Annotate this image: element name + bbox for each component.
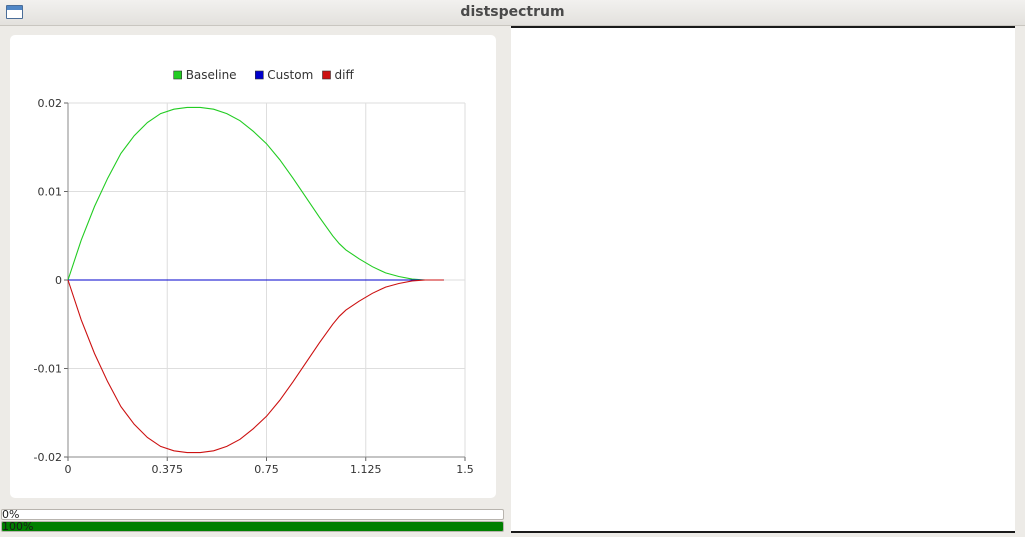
x-tick-label: 1.5 xyxy=(456,463,474,476)
x-tick-label: 0 xyxy=(65,463,72,476)
x-tick-label: 1.125 xyxy=(350,463,382,476)
title-bar[interactable]: distspectrum xyxy=(0,0,1025,26)
line-chart: 0 0.375 0.75 1.125 1.5 0.02 0.01 0 -0.01 -0.02 Bas… xyxy=(34,68,474,476)
window-icon[interactable] xyxy=(6,5,23,19)
y-tick-label: 0.02 xyxy=(38,97,63,110)
progress-label-1: 0% xyxy=(2,509,20,520)
y-tick-label: -0.01 xyxy=(34,363,62,376)
x-tick-label: 0.75 xyxy=(254,463,279,476)
y-tick-label: 0.01 xyxy=(38,186,63,199)
legend-label: Baseline xyxy=(186,68,237,82)
series-line-diff xyxy=(67,279,444,454)
x-tick-label: 0.375 xyxy=(152,463,184,476)
legend-label: Custom xyxy=(267,68,313,82)
series-line-baseline xyxy=(67,106,444,281)
legend-swatch xyxy=(322,70,331,80)
chart-panel: 0 0.375 0.75 1.125 1.5 0.02 0.01 0 -0.01 -0.02 Bas… xyxy=(10,35,496,498)
progress-fill-2 xyxy=(2,522,503,531)
spectrum-view[interactable] xyxy=(511,26,1015,533)
progress-bar-2: 100% xyxy=(1,521,504,532)
progress-bar-1: 0% xyxy=(1,509,504,520)
legend-swatch xyxy=(255,70,264,80)
legend-label: diff xyxy=(335,68,355,82)
progress-label-2: 100% xyxy=(2,521,34,532)
y-tick-label: -0.02 xyxy=(34,451,62,464)
y-tick-label: 0 xyxy=(55,274,62,287)
window-title: distspectrum xyxy=(460,4,565,20)
legend-swatch xyxy=(173,70,182,80)
